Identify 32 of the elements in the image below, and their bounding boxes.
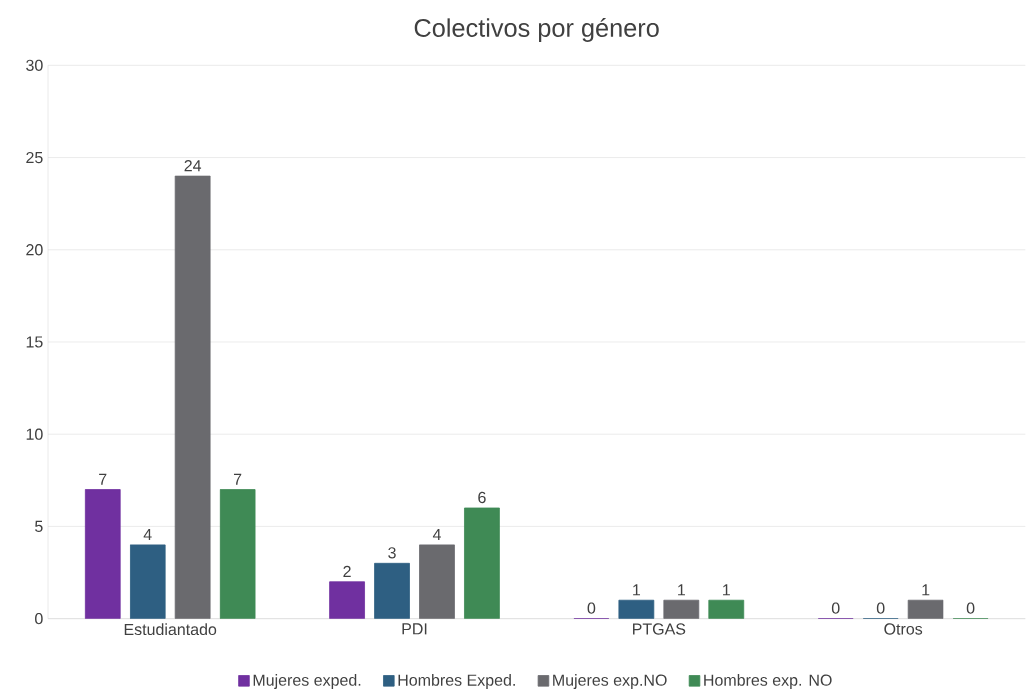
y-tick-label: 30 (26, 59, 43, 71)
legend-label: Mujeres exped. (253, 674, 361, 689)
y-tick-label: 20 (26, 244, 43, 256)
data-label: 24 (184, 159, 202, 172)
data-label: 3 (388, 547, 396, 559)
y-tick-label: 25 (26, 151, 43, 164)
legend-label: Mujeres exp.NO (553, 674, 667, 689)
x-tick-label: PTGAS (633, 623, 686, 635)
x-tick-label: PDI (402, 623, 427, 635)
x-tick-label: Otros (884, 623, 923, 635)
legend-label: Hombres Exped. (398, 674, 515, 689)
data-label: 7 (99, 473, 107, 485)
data-label: 6 (478, 491, 486, 504)
x-tick-label: Estudiantado (124, 623, 217, 636)
data-label: 0 (587, 602, 596, 614)
y-tick-label: 5 (35, 520, 43, 532)
y-tick-label: 15 (26, 336, 43, 348)
data-label: 0 (831, 602, 840, 614)
data-label: 1 (922, 584, 930, 596)
data-label: 2 (343, 565, 351, 577)
data-label: 7 (233, 473, 242, 485)
chart-title: Colectivos por género (414, 18, 659, 42)
data-label: 1 (633, 584, 641, 596)
data-label: 1 (723, 584, 730, 596)
y-tick-label: 0 (35, 612, 43, 625)
y-tick-label: 10 (26, 428, 43, 440)
data-label: 4 (143, 529, 152, 541)
data-label: 1 (678, 584, 685, 596)
data-label: 4 (432, 529, 441, 541)
legend-label: Hombres exp. NO (704, 674, 832, 689)
data-label: 0 (966, 602, 975, 614)
data-label: 0 (876, 602, 885, 614)
